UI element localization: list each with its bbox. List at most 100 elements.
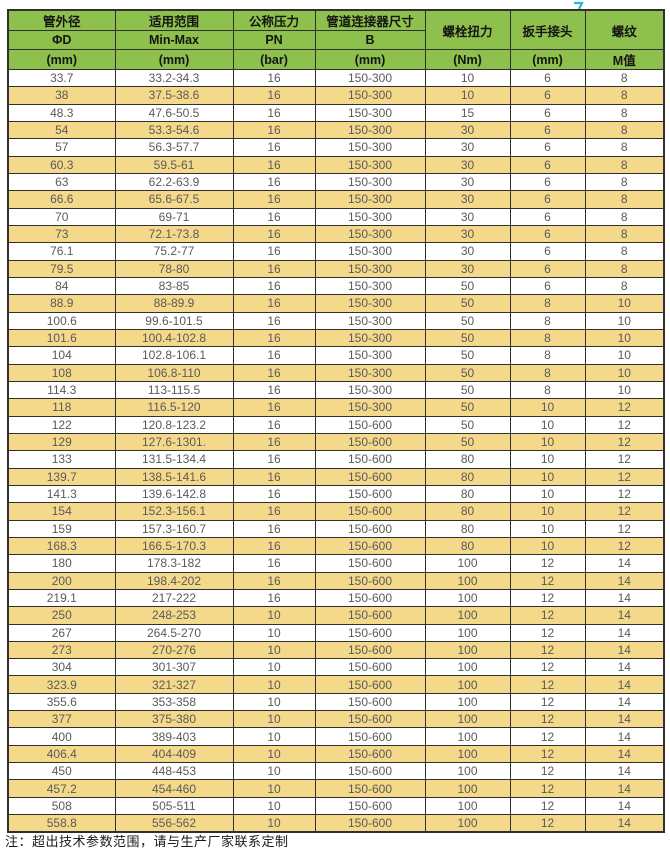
table-cell: 30 — [424, 138, 511, 157]
table-cell: 16 — [232, 415, 316, 434]
table-cell: 8 — [584, 242, 665, 261]
table-cell: 30 — [424, 207, 511, 226]
header-row-title: 管外径 适用范围 公称压力 管道连接器尺寸 螺栓扭力 扳手接头 螺纹 — [7, 9, 665, 50]
table-cell: 321-327 — [114, 675, 234, 694]
table-cell: 10 — [584, 311, 665, 330]
table-cell: 14 — [584, 710, 665, 729]
table-row: 406.4 404-409 10 150-600 100 12 14 — [7, 744, 665, 764]
header-outer-diameter-unit: (mm) — [7, 49, 116, 70]
table-cell: 180 — [7, 554, 116, 573]
table-cell: 12 — [584, 415, 665, 434]
table-cell: 12 — [509, 727, 586, 746]
table-cell: 16 — [232, 502, 316, 521]
table-row: 355.6 353-358 10 150-600 100 12 14 — [7, 692, 665, 712]
table-cell: 14 — [584, 571, 665, 590]
table-cell: 150-300 — [314, 294, 426, 313]
table-cell: 14 — [584, 796, 665, 816]
cyan-cursor-icon — [574, 1, 584, 10]
table-cell: 12 — [509, 606, 586, 625]
table-cell: 50 — [424, 380, 511, 400]
table-cell: 10 — [232, 762, 316, 781]
table-cell: 10 — [509, 519, 586, 538]
table-cell: 16 — [232, 155, 316, 174]
table-cell: 150-300 — [314, 155, 426, 174]
table-row: 141.3 139.6-142.8 16 150-600 80 10 12 — [7, 484, 665, 504]
table-cell: 14 — [584, 779, 665, 798]
table-cell: 10 — [232, 744, 316, 764]
table-cell: 100 — [424, 744, 511, 764]
table-cell: 10 — [232, 692, 316, 712]
table-cell: 12 — [509, 692, 586, 712]
table-cell: 114.3 — [7, 380, 116, 400]
table-cell: 70 — [7, 207, 116, 226]
table-cell: 404-409 — [114, 744, 234, 764]
table-cell: 16 — [232, 311, 316, 330]
table-cell: 53.3-54.6 — [114, 120, 234, 140]
table-cell: 12 — [509, 675, 586, 694]
table-cell: 219.1 — [7, 588, 116, 608]
table-cell: 8 — [584, 86, 665, 105]
table-row: 180 178.3-182 16 150-600 100 12 14 — [7, 554, 665, 573]
table-cell: 150-600 — [314, 484, 426, 504]
table-cell: 47.6-50.5 — [114, 103, 234, 122]
table-cell: 150-600 — [314, 814, 426, 833]
table-cell: 505-511 — [114, 796, 234, 816]
table-cell: 113-115.5 — [114, 380, 234, 400]
table-cell: 14 — [584, 640, 665, 660]
table-cell: 10 — [232, 640, 316, 660]
table-cell: 66.6 — [7, 190, 116, 209]
table-cell: 16 — [232, 363, 316, 382]
table-cell: 56.3-57.7 — [114, 138, 234, 157]
table-cell: 6 — [509, 224, 586, 244]
table-cell: 16 — [232, 103, 316, 122]
table-cell: 152.3-156.1 — [114, 502, 234, 521]
table-cell: 150-600 — [314, 744, 426, 764]
table-cell: 14 — [584, 623, 665, 642]
table-cell: 16 — [232, 172, 316, 192]
table-row: 159 157.3-160.7 16 150-600 80 10 12 — [7, 519, 665, 538]
table-cell: 100 — [424, 692, 511, 712]
table-cell: 8 — [584, 224, 665, 244]
table-cell: 389-403 — [114, 727, 234, 746]
table-cell: 8 — [584, 103, 665, 122]
table-cell: 12 — [584, 467, 665, 486]
table-cell: 129 — [7, 432, 116, 452]
table-cell: 30 — [424, 172, 511, 192]
table-cell: 100 — [424, 814, 511, 833]
table-cell: 72.1-73.8 — [114, 224, 234, 244]
table-cell: 16 — [232, 519, 316, 538]
table-cell: 12 — [584, 432, 665, 452]
table-cell: 69-71 — [114, 207, 234, 226]
table-cell: 198.4-202 — [114, 571, 234, 590]
table-cell: 104 — [7, 346, 116, 365]
table-cell: 14 — [584, 727, 665, 746]
table-cell: 8 — [509, 346, 586, 365]
table-cell: 150-600 — [314, 536, 426, 556]
table-cell: 80 — [424, 536, 511, 556]
table-cell: 33.7 — [7, 68, 116, 88]
table-cell: 217-222 — [114, 588, 234, 608]
table-cell: 50 — [424, 328, 511, 348]
table-cell: 79.5 — [7, 259, 116, 278]
table-cell: 75.2-77 — [114, 242, 234, 261]
table-cell: 10 — [424, 86, 511, 105]
table-cell: 150-600 — [314, 588, 426, 608]
table-cell: 12 — [509, 658, 586, 677]
table-cell: 150-600 — [314, 623, 426, 642]
table-cell: 100 — [424, 675, 511, 694]
table-cell: 50 — [424, 311, 511, 330]
table-cell: 10 — [509, 432, 586, 452]
table-cell: 270-276 — [114, 640, 234, 660]
table-cell: 16 — [232, 276, 316, 296]
table-row: 33.7 33.2-34.3 16 150-300 10 6 8 — [7, 68, 665, 88]
table-row: 558.8 556-562 10 150-600 100 12 14 — [7, 814, 665, 833]
table-cell: 10 — [509, 450, 586, 469]
header-bolt-torque-unit: (Nm) — [424, 49, 511, 70]
table-cell: 150-600 — [314, 606, 426, 625]
table-cell: 100 — [424, 727, 511, 746]
header-applicable-range: 适用范围 — [114, 9, 234, 31]
table-cell: 16 — [232, 242, 316, 261]
table-cell: 8 — [509, 380, 586, 400]
table-cell: 150-600 — [314, 779, 426, 798]
table-cell: 150-300 — [314, 311, 426, 330]
